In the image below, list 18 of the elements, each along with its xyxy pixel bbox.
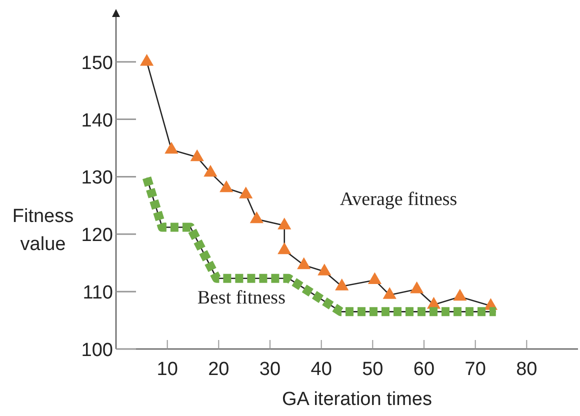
y-axis-title: Fitness value xyxy=(12,206,74,255)
x-tick-label: 70 xyxy=(464,359,486,380)
y-tick-label: 120 xyxy=(81,225,113,246)
y-tick-label: 100 xyxy=(81,340,113,361)
x-tick-label: 10 xyxy=(156,359,178,380)
series-label: Best fitness xyxy=(197,288,286,309)
y-tick-label: 110 xyxy=(82,282,113,304)
x-tick-label: 40 xyxy=(310,359,332,380)
x-tick-label: 50 xyxy=(362,359,384,380)
x-axis-title: GA iteration times xyxy=(282,389,432,410)
y-tick-label: 140 xyxy=(81,110,113,132)
y-tick-label: 130 xyxy=(81,168,113,189)
x-tick-label: 80 xyxy=(516,359,538,380)
x-tick-label: 30 xyxy=(259,359,281,380)
x-tick-label: 20 xyxy=(208,359,230,380)
y-tick-label: 150 xyxy=(81,52,113,74)
x-tick-label: 60 xyxy=(413,359,435,380)
text: Average fitness xyxy=(340,189,458,210)
